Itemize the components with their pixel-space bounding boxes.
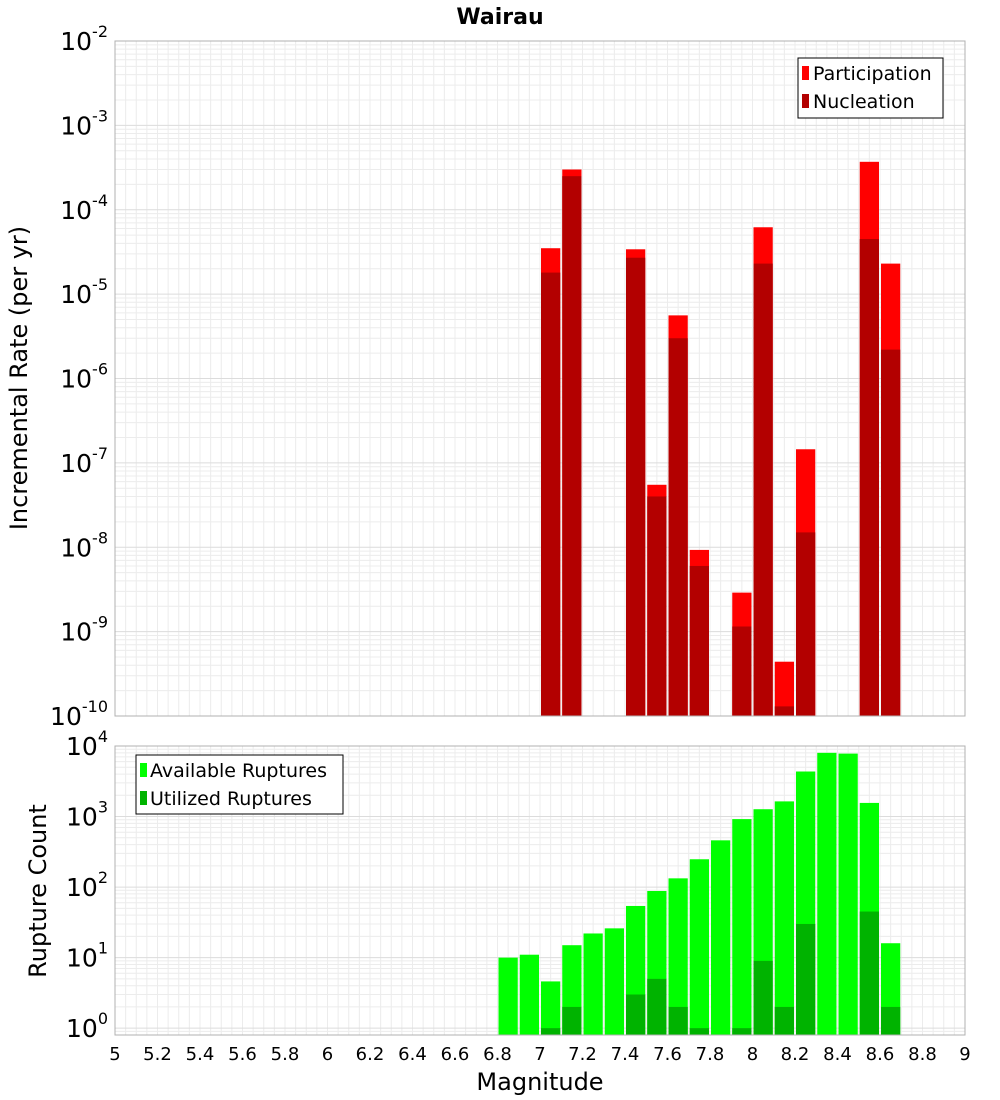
y-tick-label: 10-10 bbox=[50, 697, 108, 731]
bar-nucleation bbox=[732, 626, 752, 716]
bar-nucleation bbox=[859, 239, 879, 716]
bottom-y-tick-labels: 100 101 102 103 104 bbox=[66, 727, 108, 1043]
legend-label-nucleation: Nucleation bbox=[813, 91, 915, 113]
x-tick-label: 9 bbox=[959, 1044, 970, 1065]
x-tick-label: 8.8 bbox=[908, 1044, 937, 1065]
y-tick-label: 10-5 bbox=[60, 275, 108, 309]
top-bars bbox=[541, 161, 901, 717]
bar-available-ruptures bbox=[604, 928, 624, 1035]
bar-utilized-ruptures bbox=[562, 1006, 582, 1035]
bar-available-ruptures bbox=[689, 859, 709, 1035]
bar-available-ruptures bbox=[519, 954, 539, 1035]
legend-label-participation: Participation bbox=[813, 63, 932, 85]
bar-nucleation bbox=[562, 176, 582, 716]
x-tick-label: 8.2 bbox=[781, 1044, 810, 1065]
bar-utilized-ruptures bbox=[668, 1006, 688, 1035]
x-tick-label: 7.2 bbox=[568, 1044, 597, 1065]
bar-utilized-ruptures bbox=[732, 1028, 752, 1035]
bar-utilized-ruptures bbox=[774, 1006, 794, 1035]
x-tick-label: 8 bbox=[747, 1044, 758, 1065]
bar-nucleation bbox=[796, 532, 816, 716]
y-tick-label: 10-8 bbox=[60, 528, 108, 562]
bottom-legend-box bbox=[135, 754, 344, 815]
x-tick-label: 5.4 bbox=[186, 1044, 215, 1065]
bottom-y-axis-label: Rupture Count bbox=[24, 804, 52, 978]
bottom-plot-border bbox=[114, 745, 966, 1036]
bar-available-ruptures bbox=[838, 753, 858, 1035]
bar-nucleation bbox=[753, 263, 773, 716]
x-tick-label: 7 bbox=[534, 1044, 545, 1065]
x-tick-label: 7.4 bbox=[611, 1044, 640, 1065]
bar-nucleation bbox=[689, 565, 709, 716]
legend-label-utilized: Utilized Ruptures bbox=[150, 788, 312, 810]
bar-utilized-ruptures bbox=[796, 923, 816, 1035]
y-tick-label: 10-4 bbox=[60, 191, 108, 225]
legend-swatch-available bbox=[140, 763, 147, 777]
bar-available-ruptures bbox=[774, 801, 794, 1035]
bar-available-ruptures bbox=[817, 752, 837, 1035]
y-tick-label: 103 bbox=[66, 798, 108, 832]
x-tick-label: 5 bbox=[109, 1044, 120, 1065]
legend-swatch-utilized bbox=[140, 791, 147, 805]
x-tick-label: 8.4 bbox=[823, 1044, 852, 1065]
x-tick-label: 6.8 bbox=[483, 1044, 512, 1065]
bottom-legend: Available Ruptures Utilized Ruptures bbox=[135, 754, 344, 815]
x-tick-label: 7.6 bbox=[653, 1044, 682, 1065]
bar-nucleation bbox=[541, 272, 561, 716]
x-tick-label: 7.8 bbox=[696, 1044, 725, 1065]
bar-utilized-ruptures bbox=[647, 978, 667, 1035]
bar-available-ruptures bbox=[668, 878, 688, 1035]
y-tick-label: 104 bbox=[66, 727, 108, 761]
bar-utilized-ruptures bbox=[859, 911, 879, 1035]
x-tick-label: 5.8 bbox=[271, 1044, 300, 1065]
bar-utilized-ruptures bbox=[753, 960, 773, 1035]
top-y-tick-labels: 10-10 10-9 10-8 10-7 10-6 10-5 10-4 10-3 10-2 bbox=[50, 22, 108, 731]
bar-nucleation bbox=[626, 257, 646, 716]
bar-available-ruptures bbox=[541, 981, 561, 1035]
bar-participation bbox=[774, 661, 794, 716]
top-plot-border bbox=[114, 40, 966, 717]
y-tick-label: 100 bbox=[66, 1009, 108, 1043]
x-tick-label: 6.6 bbox=[441, 1044, 470, 1065]
y-tick-label: 10-3 bbox=[60, 106, 108, 140]
legend-label-available: Available Ruptures bbox=[150, 760, 327, 782]
x-axis-label: Magnitude bbox=[476, 1068, 603, 1096]
bar-utilized-ruptures bbox=[541, 1028, 561, 1035]
x-tick-label: 5.2 bbox=[143, 1044, 172, 1065]
y-tick-label: 10-9 bbox=[60, 613, 108, 647]
bar-nucleation bbox=[647, 496, 667, 716]
legend-swatch-participation bbox=[802, 66, 809, 80]
top-panel: 10-10 10-9 10-8 10-7 10-6 10-5 10-4 10-3 10-2 In… bbox=[5, 22, 966, 731]
top-legend-box bbox=[797, 57, 944, 119]
y-tick-label: 10-2 bbox=[60, 22, 108, 56]
legend-swatch-nucleation bbox=[802, 94, 809, 108]
x-tick-label: 6 bbox=[322, 1044, 333, 1065]
bar-available-ruptures bbox=[498, 957, 518, 1035]
x-tick-label: 6.4 bbox=[398, 1044, 427, 1065]
top-gridlines bbox=[114, 41, 966, 717]
x-tick-label: 6.2 bbox=[356, 1044, 385, 1065]
top-legend: Participation Nucleation bbox=[797, 57, 944, 119]
y-tick-label: 10-7 bbox=[60, 444, 108, 478]
bar-nucleation bbox=[668, 338, 688, 716]
y-tick-label: 102 bbox=[66, 868, 108, 902]
chart-title: Wairau bbox=[456, 5, 543, 30]
bar-utilized-ruptures bbox=[689, 1028, 709, 1035]
bar-utilized-ruptures bbox=[881, 1006, 901, 1035]
bottom-panel: 100 101 102 103 104 5 5.2 5.4 5.6 5.8 6 6.2 6.4 6.6 6… bbox=[24, 727, 971, 1096]
x-tick-label: 5.6 bbox=[228, 1044, 257, 1065]
bar-nucleation bbox=[774, 706, 794, 716]
y-tick-label: 101 bbox=[66, 939, 108, 973]
bar-available-ruptures bbox=[732, 819, 752, 1035]
bar-nucleation bbox=[881, 349, 901, 716]
bar-available-ruptures bbox=[711, 840, 731, 1035]
bar-available-ruptures bbox=[583, 933, 603, 1035]
bar-utilized-ruptures bbox=[626, 994, 646, 1035]
top-y-axis-label: Incremental Rate (per yr) bbox=[5, 226, 33, 530]
x-tick-labels: 5 5.2 5.4 5.6 5.8 6 6.2 6.4 6.6 6.8 7 7.2 7.4 7.6 7.8 8… bbox=[109, 1044, 970, 1065]
y-tick-label: 10-6 bbox=[60, 360, 108, 394]
x-tick-label: 8.6 bbox=[866, 1044, 895, 1065]
bottom-bars bbox=[498, 752, 901, 1035]
